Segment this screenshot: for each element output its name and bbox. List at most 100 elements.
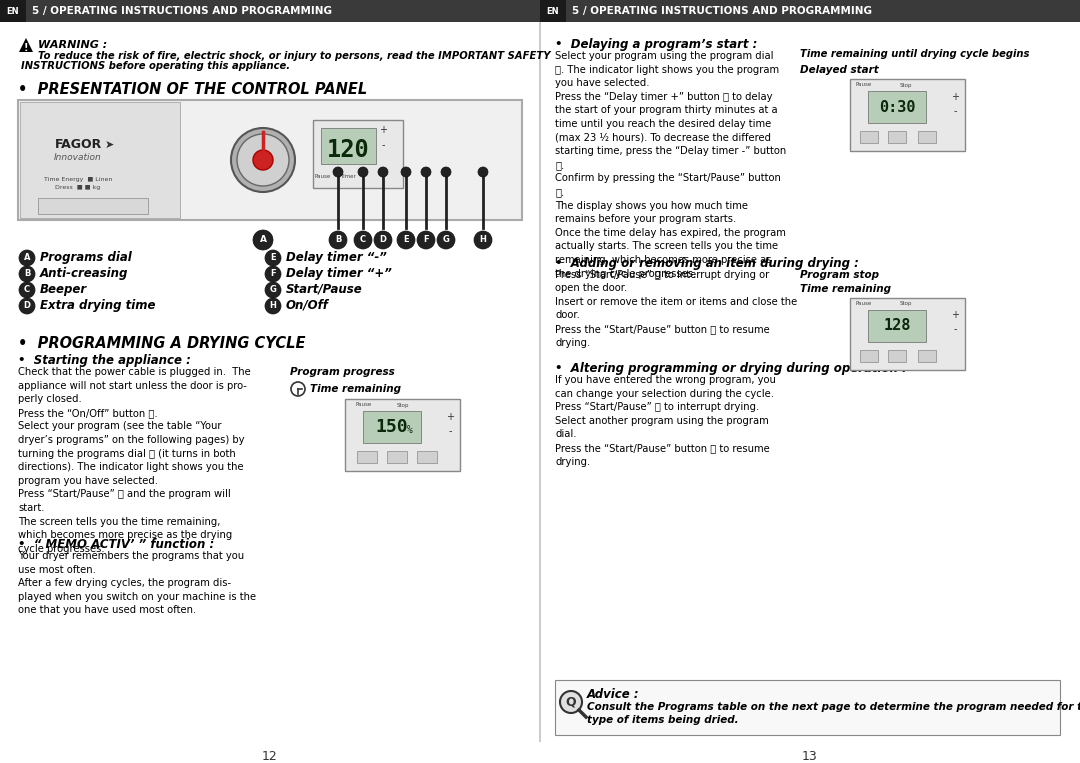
Bar — [21, 102, 180, 218]
Text: Pause: Pause — [855, 82, 872, 88]
Text: ➤: ➤ — [105, 140, 114, 150]
Text: Start/Pause: Start/Pause — [286, 282, 363, 295]
Text: Timer: Timer — [340, 173, 356, 179]
Text: Stop: Stop — [900, 82, 913, 88]
Text: Stop: Stop — [900, 301, 913, 306]
Text: Time remaining until drying cycle begins: Time remaining until drying cycle begins — [800, 49, 1029, 59]
Text: D: D — [379, 236, 387, 244]
Text: +: + — [446, 412, 454, 422]
Text: On/Off: On/Off — [286, 298, 329, 311]
Bar — [540, 0, 566, 22]
Bar — [860, 131, 878, 143]
Text: Advice :: Advice : — [588, 688, 639, 701]
Text: -: - — [954, 106, 957, 116]
Text: B: B — [335, 236, 341, 244]
Circle shape — [397, 231, 415, 249]
Text: 150: 150 — [376, 418, 408, 436]
Text: Delay timer “+”: Delay timer “+” — [286, 266, 392, 279]
Circle shape — [333, 167, 343, 177]
Circle shape — [474, 231, 492, 249]
Bar — [868, 91, 926, 123]
Circle shape — [265, 282, 281, 298]
Text: Extra drying time: Extra drying time — [40, 298, 156, 311]
Text: If you have entered the wrong program, you
can change your selection during the : If you have entered the wrong program, y… — [555, 375, 775, 467]
Bar — [868, 310, 926, 342]
Circle shape — [378, 167, 388, 177]
Circle shape — [253, 150, 273, 170]
Text: Pause: Pause — [855, 301, 872, 306]
Text: •  Starting the appliance :: • Starting the appliance : — [18, 354, 191, 367]
Bar — [363, 411, 421, 443]
Circle shape — [561, 691, 582, 713]
Bar — [540, 0, 1080, 22]
Text: EN: EN — [6, 7, 19, 15]
Text: FAGOR: FAGOR — [54, 139, 102, 152]
Text: Innovation: Innovation — [54, 153, 102, 163]
Text: G: G — [270, 285, 276, 295]
Text: Anti-creasing: Anti-creasing — [40, 266, 129, 279]
Circle shape — [421, 167, 431, 177]
Text: •  PRESENTATION OF THE CONTROL PANEL: • PRESENTATION OF THE CONTROL PANEL — [18, 82, 367, 97]
Bar — [860, 349, 878, 362]
Text: Delayed start: Delayed start — [800, 65, 879, 75]
Text: H: H — [480, 236, 486, 244]
Text: +: + — [951, 311, 959, 320]
Text: EN: EN — [546, 7, 559, 15]
Circle shape — [354, 231, 372, 249]
Text: -: - — [954, 324, 957, 334]
Text: Time Energy  ■ Linen: Time Energy ■ Linen — [44, 178, 112, 182]
Text: E: E — [403, 236, 409, 244]
Text: Your dryer remembers the programs that you
use most often.
After a few drying cy: Your dryer remembers the programs that y… — [18, 551, 256, 616]
Circle shape — [19, 282, 35, 298]
Circle shape — [437, 231, 455, 249]
Circle shape — [265, 250, 281, 266]
Text: G: G — [443, 236, 449, 244]
Text: F: F — [270, 269, 275, 278]
Bar — [888, 131, 906, 143]
Text: 5 / OPERATING INSTRUCTIONS AND PROGRAMMING: 5 / OPERATING INSTRUCTIONS AND PROGRAMMI… — [32, 6, 332, 16]
Circle shape — [253, 230, 273, 250]
Text: •  “ MEMO ACTIV’ ” function :: • “ MEMO ACTIV’ ” function : — [18, 538, 214, 551]
Bar — [313, 120, 403, 188]
Circle shape — [19, 298, 35, 314]
Text: •  Delaying a program’s start :: • Delaying a program’s start : — [555, 38, 757, 51]
Text: •  Adding or removing an item during drying :: • Adding or removing an item during dryi… — [555, 256, 859, 269]
Circle shape — [231, 128, 295, 192]
Bar — [918, 131, 936, 143]
Text: Time remaining: Time remaining — [800, 284, 891, 294]
Bar — [918, 349, 936, 362]
Text: Press “Start/Pause” Ⓖ to interrupt drying or
open the door.
Insert or remove the: Press “Start/Pause” Ⓖ to interrupt dryin… — [555, 269, 797, 347]
Text: B: B — [24, 269, 30, 278]
Text: F: F — [423, 236, 429, 244]
Text: A: A — [259, 236, 267, 244]
Circle shape — [265, 266, 281, 282]
Text: D: D — [24, 301, 30, 311]
Text: 0:30: 0:30 — [879, 99, 915, 114]
Text: Time remaining: Time remaining — [310, 384, 401, 394]
Text: C: C — [360, 236, 366, 244]
Circle shape — [441, 167, 451, 177]
Bar — [0, 0, 540, 22]
Text: INSTRUCTIONS before operating this appliance.: INSTRUCTIONS before operating this appli… — [21, 61, 291, 71]
Text: +: + — [379, 125, 387, 135]
Bar — [0, 0, 26, 22]
Text: -: - — [448, 426, 451, 436]
Circle shape — [357, 167, 368, 177]
Circle shape — [417, 231, 435, 249]
Bar — [555, 680, 1059, 735]
Text: A: A — [24, 253, 30, 262]
Text: Select your program using the program dial
Ⓐ. The indicator light shows you the : Select your program using the program di… — [555, 51, 786, 278]
Text: Pause: Pause — [355, 403, 372, 407]
Text: !: ! — [24, 43, 28, 53]
Text: 5 / OPERATING INSTRUCTIONS AND PROGRAMMING: 5 / OPERATING INSTRUCTIONS AND PROGRAMMI… — [572, 6, 872, 16]
Text: %: % — [407, 425, 413, 435]
Circle shape — [265, 298, 281, 314]
Text: Beeper: Beeper — [40, 282, 87, 295]
Bar — [38, 198, 148, 214]
Text: WARNING :: WARNING : — [38, 40, 107, 50]
Text: Program stop: Program stop — [800, 269, 879, 279]
Circle shape — [401, 167, 411, 177]
Circle shape — [19, 250, 35, 266]
Text: 12: 12 — [262, 749, 278, 762]
Text: Dress  ■ ■ kg: Dress ■ ■ kg — [55, 185, 100, 191]
